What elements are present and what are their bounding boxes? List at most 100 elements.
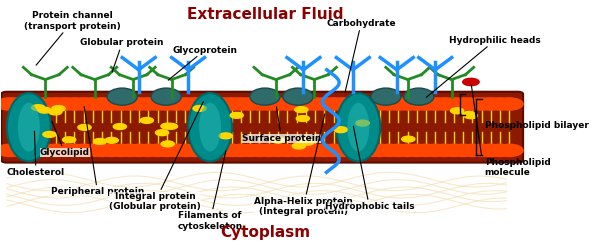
Circle shape [329, 98, 356, 110]
Circle shape [190, 98, 218, 110]
Circle shape [52, 98, 79, 110]
Circle shape [227, 98, 255, 110]
Circle shape [155, 130, 169, 136]
Circle shape [458, 144, 486, 156]
Circle shape [79, 98, 107, 110]
Circle shape [295, 107, 308, 113]
Circle shape [401, 136, 415, 142]
Circle shape [403, 98, 431, 110]
Circle shape [412, 98, 440, 110]
Circle shape [219, 133, 232, 139]
Circle shape [140, 118, 154, 123]
Circle shape [43, 131, 56, 137]
Text: Filaments of
cytoskeleton: Filaments of cytoskeleton [178, 151, 242, 231]
Circle shape [144, 144, 172, 156]
Circle shape [42, 98, 70, 110]
Ellipse shape [347, 103, 370, 152]
Circle shape [218, 98, 245, 110]
Text: Glycolipid: Glycolipid [40, 121, 90, 157]
Circle shape [477, 144, 505, 156]
Ellipse shape [404, 88, 434, 105]
Circle shape [292, 144, 319, 156]
Circle shape [33, 98, 61, 110]
Circle shape [366, 98, 394, 110]
Circle shape [23, 98, 51, 110]
Circle shape [283, 98, 310, 110]
FancyBboxPatch shape [1, 92, 523, 163]
Circle shape [33, 144, 61, 156]
Ellipse shape [337, 93, 380, 161]
Circle shape [320, 98, 347, 110]
Circle shape [329, 144, 356, 156]
Circle shape [320, 144, 347, 156]
Text: Surface protein: Surface protein [242, 107, 321, 143]
Circle shape [32, 105, 45, 111]
Circle shape [209, 144, 236, 156]
Circle shape [412, 144, 440, 156]
Circle shape [70, 98, 97, 110]
Circle shape [49, 109, 62, 115]
Circle shape [199, 98, 227, 110]
Text: Cholesterol: Cholesterol [7, 131, 65, 177]
Circle shape [464, 113, 478, 119]
Circle shape [496, 98, 523, 110]
Circle shape [301, 139, 314, 145]
Circle shape [338, 98, 366, 110]
Circle shape [376, 98, 403, 110]
Circle shape [463, 111, 476, 117]
Circle shape [403, 144, 431, 156]
Circle shape [496, 144, 523, 156]
Circle shape [135, 144, 162, 156]
Circle shape [14, 98, 42, 110]
Ellipse shape [199, 103, 221, 152]
Ellipse shape [151, 88, 181, 105]
Circle shape [193, 105, 206, 111]
Circle shape [347, 98, 375, 110]
Circle shape [52, 144, 79, 156]
Circle shape [301, 144, 329, 156]
Circle shape [125, 144, 153, 156]
Circle shape [487, 144, 514, 156]
Circle shape [164, 124, 178, 129]
Circle shape [449, 144, 477, 156]
Circle shape [357, 98, 384, 110]
Circle shape [477, 98, 505, 110]
Ellipse shape [7, 93, 51, 161]
Circle shape [70, 144, 97, 156]
Circle shape [181, 144, 208, 156]
Circle shape [125, 98, 153, 110]
Text: Hydrophobic tails: Hydrophobic tails [325, 126, 414, 211]
Circle shape [79, 144, 107, 156]
Text: Protein channel
(transport protein): Protein channel (transport protein) [25, 11, 121, 65]
Circle shape [61, 98, 88, 110]
Circle shape [296, 116, 310, 122]
Ellipse shape [107, 88, 137, 105]
Circle shape [311, 144, 338, 156]
Ellipse shape [283, 88, 313, 105]
Circle shape [246, 98, 273, 110]
Circle shape [236, 144, 264, 156]
Circle shape [135, 98, 162, 110]
Text: Globular protein: Globular protein [80, 38, 164, 72]
Text: Phospholipid bilayer: Phospholipid bilayer [485, 122, 589, 130]
Ellipse shape [188, 93, 232, 161]
Circle shape [236, 98, 264, 110]
Text: Glycoprotein: Glycoprotein [168, 46, 237, 80]
Ellipse shape [250, 88, 280, 105]
Circle shape [334, 127, 347, 133]
Text: Phospholipid
molecule: Phospholipid molecule [485, 158, 550, 177]
Text: Carbohydrate: Carbohydrate [326, 19, 396, 91]
Circle shape [161, 123, 174, 129]
Circle shape [463, 78, 479, 86]
Circle shape [116, 98, 143, 110]
Circle shape [153, 98, 181, 110]
Circle shape [78, 124, 91, 130]
Circle shape [163, 98, 190, 110]
Circle shape [209, 98, 236, 110]
Circle shape [440, 144, 467, 156]
Circle shape [246, 144, 273, 156]
Circle shape [105, 137, 118, 143]
Circle shape [338, 144, 366, 156]
Text: Alpha-Helix protein
(Integral protein): Alpha-Helix protein (Integral protein) [254, 114, 353, 216]
Text: Peripheral protein: Peripheral protein [51, 107, 144, 196]
